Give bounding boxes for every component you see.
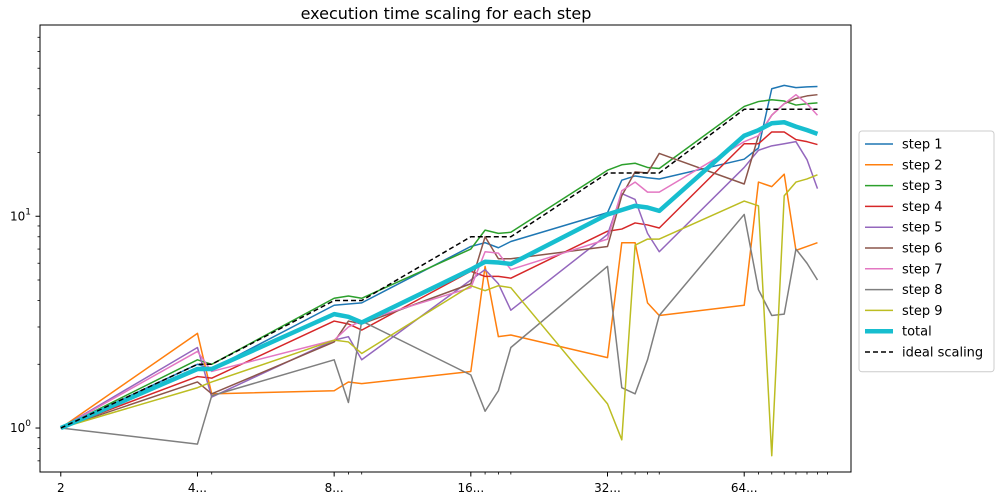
legend-label: step 3 xyxy=(902,179,943,194)
x-tick-label: 32... xyxy=(594,481,621,495)
series-line-2 xyxy=(60,173,818,429)
legend-box xyxy=(858,130,995,373)
legend-label: step 2 xyxy=(902,158,943,173)
y-tick-label: 100 xyxy=(10,419,31,435)
x-tick-label: 16... xyxy=(457,481,484,495)
plot-area xyxy=(39,24,852,473)
legend: step 1 step 2 step 3 step 4 step 5 step 6 step… xyxy=(858,130,995,373)
x-tick-label: 2 xyxy=(57,481,65,495)
series-line-10 xyxy=(59,119,819,431)
x-axis: 2 4... 8... 16... 32... 64... xyxy=(57,472,828,495)
legend-label: step 9 xyxy=(902,304,943,319)
legend-label: ideal scaling xyxy=(902,346,983,361)
series-line-4 xyxy=(60,131,818,429)
x-tick-label: 4... xyxy=(188,481,207,495)
series-line-11 xyxy=(60,108,818,429)
y-tick-label: 101 xyxy=(10,207,31,223)
series-line-9 xyxy=(60,174,818,457)
legend-label: step 1 xyxy=(902,138,943,153)
legend-label: step 4 xyxy=(902,200,943,215)
y-axis: 100 101 xyxy=(10,36,40,462)
legend-label: step 6 xyxy=(902,242,943,257)
legend-label: step 8 xyxy=(902,283,943,298)
x-tick-label: 8... xyxy=(325,481,344,495)
chart-title: execution time scaling for each step xyxy=(301,4,592,23)
legend-label: total xyxy=(902,325,932,340)
series-line-1 xyxy=(60,84,818,429)
legend-label: step 5 xyxy=(902,221,943,236)
legend-label: step 7 xyxy=(902,262,943,277)
series-line-8 xyxy=(60,213,819,445)
x-tick-label: 64... xyxy=(731,481,758,495)
series-layer xyxy=(59,84,819,457)
series-line-3 xyxy=(60,98,818,429)
